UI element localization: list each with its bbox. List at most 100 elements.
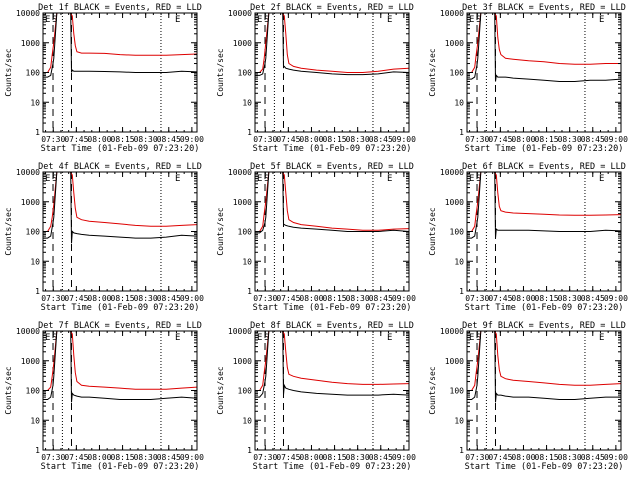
x-tick-label: 07:30 [41, 294, 65, 303]
y-tick-label: 1 [35, 128, 40, 137]
x-tick-label: 08:00 [299, 135, 323, 144]
y-axis-label: Counts/sec [4, 207, 13, 255]
y-tick-label: 1 [35, 287, 40, 296]
x-tick-label: 07:45 [276, 294, 300, 303]
x-tick-label: 08:45 [157, 294, 181, 303]
y-tick-label: 1000 [445, 357, 464, 366]
panel-title: Det 8f BLACK = Events, RED = LLD [250, 321, 414, 331]
y-tick-label: 10 [454, 416, 464, 425]
x-tick-label: 07:30 [253, 294, 277, 303]
x-tick-label: 08:15 [323, 294, 347, 303]
y-tick-label: 10 [30, 257, 40, 266]
y-tick-label: 10 [454, 257, 464, 266]
x-tick-label: 08:15 [111, 453, 135, 462]
x-tick-label: 08:45 [581, 453, 605, 462]
mode-mark-mid: S [264, 174, 269, 184]
x-tick-label: 08:30 [558, 453, 582, 462]
y-tick-label: 10 [242, 98, 252, 107]
x-axis-label: Start Time (01-Feb-09 07:23:20) [41, 144, 200, 154]
x-tick-label: 07:30 [465, 294, 489, 303]
y-tick-label: 1000 [445, 198, 464, 207]
x-tick-label: 07:45 [64, 135, 88, 144]
panel-title: Det 9f BLACK = Events, RED = LLD [462, 321, 626, 331]
x-tick-label: 08:15 [535, 135, 559, 144]
series-line-events [467, 13, 621, 82]
panel-title: Det 1f BLACK = Events, RED = LLD [38, 3, 202, 13]
x-tick-label: 08:45 [369, 135, 393, 144]
mode-mark-right: E [599, 15, 604, 25]
x-axis-label: Start Time (01-Feb-09 07:23:20) [41, 303, 200, 313]
mode-mark-left: E [45, 333, 50, 343]
plot-frame [254, 330, 410, 451]
y-tick-label: 10 [454, 98, 464, 107]
series-line-events [43, 172, 197, 244]
series-line-events [255, 331, 409, 398]
mode-mark-mid: S [264, 333, 269, 343]
y-tick-label: 100 [450, 387, 465, 396]
mode-mark-mid: S [476, 333, 481, 343]
x-tick-label: 08:00 [299, 453, 323, 462]
panel-title: Det 7f BLACK = Events, RED = LLD [38, 321, 202, 331]
series-line-lld [255, 331, 409, 391]
x-tick-label: 08:45 [581, 294, 605, 303]
panel-title: Det 5f BLACK = Events, RED = LLD [250, 162, 414, 172]
plot-frame [42, 171, 198, 292]
x-tick-label: 07:30 [465, 135, 489, 144]
y-tick-label: 10000 [16, 9, 40, 18]
x-tick-label: 08:30 [134, 294, 158, 303]
mode-mark-right: E [599, 333, 604, 343]
series-line-events [467, 331, 621, 403]
x-tick-label: 08:00 [511, 135, 535, 144]
x-tick-label: 09:00 [180, 294, 204, 303]
x-tick-label: 08:00 [87, 294, 111, 303]
x-tick-label: 07:45 [276, 135, 300, 144]
mode-mark-mid: S [264, 15, 269, 25]
x-tick-label: 08:00 [87, 135, 111, 144]
mode-mark-right: E [175, 174, 180, 184]
x-tick-label: 08:30 [134, 453, 158, 462]
mode-mark-left: E [45, 15, 50, 25]
y-tick-label: 100 [26, 387, 41, 396]
mode-mark-mid: S [52, 174, 57, 184]
y-tick-label: 1 [459, 128, 464, 137]
series-line-lld [467, 172, 621, 232]
series-line-events [255, 13, 409, 76]
x-axis-label: Start Time (01-Feb-09 07:23:20) [253, 462, 412, 472]
x-tick-label: 09:00 [180, 135, 204, 144]
mode-mark-left: E [257, 174, 262, 184]
x-tick-label: 08:45 [157, 135, 181, 144]
mode-mark-left: E [257, 15, 262, 25]
panel-title: Det 6f BLACK = Events, RED = LLD [462, 162, 626, 172]
x-tick-label: 08:45 [157, 453, 181, 462]
mode-mark-mid: S [476, 174, 481, 184]
mode-mark-right: E [175, 333, 180, 343]
x-tick-label: 08:15 [535, 294, 559, 303]
y-tick-label: 1 [247, 128, 252, 137]
plot-frame [466, 171, 622, 292]
plot-frame [466, 12, 622, 133]
y-axis-label: Counts/sec [216, 48, 225, 96]
y-tick-label: 1 [459, 446, 464, 455]
panel-title: Det 4f BLACK = Events, RED = LLD [38, 162, 202, 172]
x-tick-label: 08:15 [535, 453, 559, 462]
y-tick-label: 100 [450, 228, 465, 237]
x-tick-label: 07:45 [276, 453, 300, 462]
x-tick-label: 09:00 [604, 135, 628, 144]
series-line-lld [43, 13, 197, 73]
series-line-events [467, 172, 621, 239]
x-axis-label: Start Time (01-Feb-09 07:23:20) [253, 144, 412, 154]
y-tick-label: 10000 [440, 168, 464, 177]
y-tick-label: 1000 [233, 357, 252, 366]
y-tick-label: 100 [238, 387, 253, 396]
y-tick-label: 10 [242, 416, 252, 425]
y-tick-label: 100 [26, 228, 41, 237]
mode-mark-mid: S [52, 15, 57, 25]
x-axis-label: Start Time (01-Feb-09 07:23:20) [253, 303, 412, 313]
y-tick-label: 1000 [21, 198, 40, 207]
x-tick-label: 09:00 [604, 453, 628, 462]
series-line-events [43, 13, 197, 78]
y-axis-label: Counts/sec [4, 48, 13, 96]
